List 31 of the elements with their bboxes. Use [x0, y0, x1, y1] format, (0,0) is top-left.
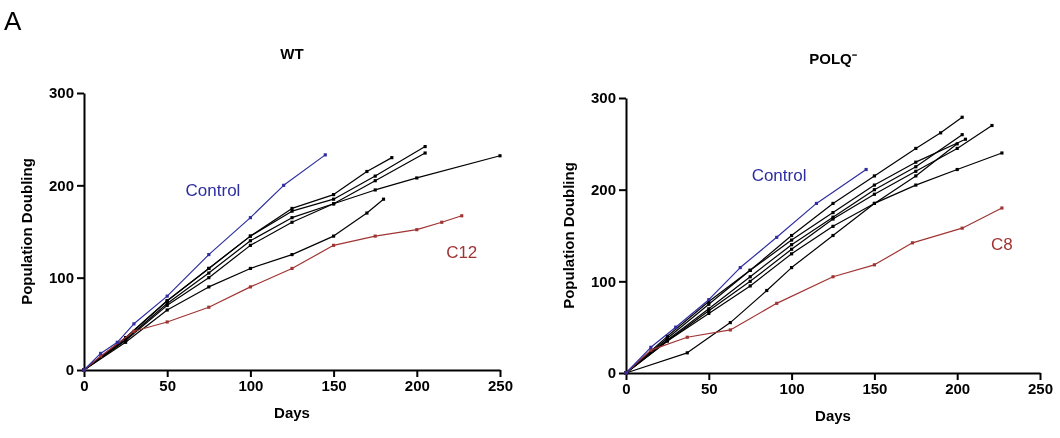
text: A [4, 6, 22, 36]
chart-title: WT [280, 45, 304, 62]
x-axis-title: Days [274, 404, 310, 421]
y-axis-title: Population Doubling [18, 158, 35, 305]
y-tick-label: 100 [590, 272, 616, 290]
x-tick-label: 50 [159, 376, 177, 394]
x-tick-label: 150 [862, 379, 888, 397]
series-label: Control [185, 180, 241, 200]
series-label: Control [751, 166, 807, 186]
x-tick-label: 200 [945, 379, 971, 397]
y-tick-label: 0 [65, 361, 74, 379]
y-tick-label: 200 [48, 176, 74, 194]
x-tick-label: 250 [487, 376, 514, 394]
y-tick-label: 0 [607, 364, 616, 382]
x-tick-label: 150 [321, 376, 347, 394]
x-tick-label: 100 [238, 376, 264, 394]
x-tick-label: 100 [779, 379, 805, 397]
y-tick-label: 200 [590, 180, 616, 198]
x-axis-title: Days [815, 407, 851, 424]
series-label: C12 [446, 242, 478, 262]
x-tick-label: 200 [404, 376, 430, 394]
x-tick-label: 250 [1027, 379, 1054, 397]
series-label: C8 [991, 235, 1013, 254]
x-tick-label: 0 [80, 376, 89, 394]
y-tick-label: 100 [48, 268, 74, 286]
y-tick-label: 300 [590, 89, 616, 107]
x-tick-label: 50 [700, 379, 718, 397]
x-tick-label: 0 [622, 379, 631, 397]
chart-title: POLQ⁻ [809, 50, 857, 67]
y-axis-title: Population Doubling [560, 162, 577, 309]
y-tick-label: 300 [48, 84, 74, 102]
